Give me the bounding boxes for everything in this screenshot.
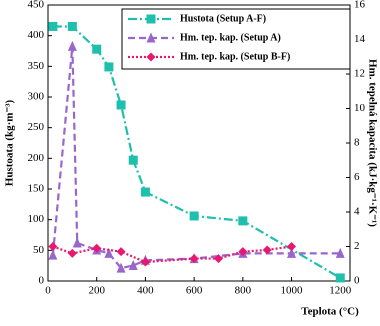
y-tick-label: 250 — [28, 121, 45, 133]
marker — [48, 242, 58, 251]
y-tick-label: 400 — [28, 29, 45, 41]
series-line — [52, 25, 341, 279]
legend-label: Hustota (Setup A-F) — [180, 13, 266, 24]
x-tick-label: 1000 — [281, 285, 304, 297]
x-tick-label: 200 — [88, 285, 105, 297]
x-tick-label: 400 — [137, 285, 154, 297]
y-tick-label: 50 — [33, 244, 45, 256]
legend-label: Hm. tep. kap. (Setup B-F) — [180, 51, 290, 62]
marker — [128, 259, 138, 270]
y-tick-label: 0 — [39, 275, 45, 287]
x-tick-label: 0 — [45, 285, 51, 297]
marker — [287, 242, 297, 251]
marker — [287, 247, 297, 258]
marker — [104, 247, 114, 258]
series-line — [51, 46, 341, 270]
marker — [48, 249, 58, 260]
y2-tick-label: 16 — [354, 0, 366, 11]
marker — [262, 245, 272, 255]
marker — [128, 155, 138, 165]
legend-box — [121, 8, 351, 70]
marker — [146, 14, 156, 24]
y-tick-label: 100 — [28, 213, 45, 225]
marker — [116, 247, 126, 257]
x-tick-label: 600 — [186, 285, 203, 297]
marker — [48, 21, 58, 31]
marker — [140, 257, 150, 267]
marker — [189, 254, 199, 264]
y2-tick-label: 6 — [354, 171, 360, 183]
marker — [116, 262, 126, 273]
y-tick-label: 300 — [28, 91, 45, 103]
y-tick-label: 150 — [28, 183, 45, 195]
y2-tick-label: 2 — [354, 240, 360, 252]
legend: Hustota (Setup A-F) Hm. tep. kap. (Setup … — [121, 8, 351, 70]
marker — [335, 273, 345, 283]
legend-label: Hm. tep. kap. (Setup A) — [180, 32, 281, 43]
y-axis-title: Hustoata (kg·m⁻³) — [4, 99, 16, 186]
x-tick-label: 1200 — [329, 285, 352, 297]
marker — [238, 247, 248, 257]
marker — [146, 52, 156, 62]
y2-tick-label: 14 — [354, 33, 366, 45]
marker — [67, 248, 77, 258]
marker — [116, 100, 126, 110]
y2-axis-title: Hm. tepelná kapacita (kJ·kg⁻¹·K⁻¹) — [366, 59, 378, 227]
marker — [140, 187, 150, 197]
marker — [213, 254, 223, 264]
marker — [238, 216, 248, 226]
marker — [146, 32, 156, 43]
marker — [335, 247, 345, 258]
series-line — [52, 245, 292, 264]
y-tick-label: 200 — [28, 152, 45, 164]
marker — [72, 237, 82, 248]
y2-tick-label: 4 — [354, 206, 360, 218]
marker — [67, 40, 77, 51]
marker — [92, 243, 102, 253]
x-axis-title: Teplota (°C) — [301, 306, 359, 318]
y2-tick-label: 10 — [354, 102, 366, 114]
marker — [104, 62, 114, 72]
marker — [67, 21, 77, 31]
y2-tick-label: 12 — [354, 68, 365, 80]
y2-tick-label: 8 — [354, 137, 360, 149]
marker — [92, 44, 102, 54]
y-tick-label: 450 — [28, 0, 45, 11]
marker — [189, 211, 199, 221]
y-tick-label: 350 — [28, 60, 45, 72]
y2-tick-label: 0 — [354, 275, 360, 287]
x-tick-label: 800 — [235, 285, 252, 297]
